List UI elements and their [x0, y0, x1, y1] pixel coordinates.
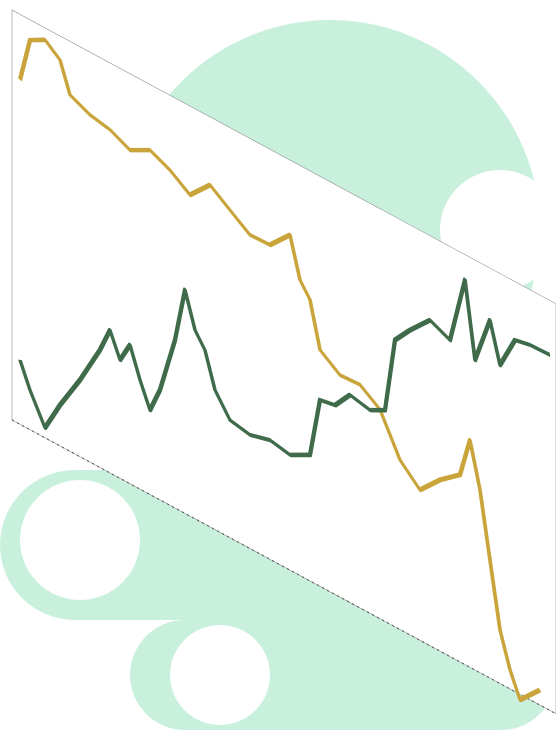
plot: [11, 9, 556, 715]
bottom-edge: [12, 419, 556, 715]
decor-circle: [20, 480, 140, 600]
line-series: [18, 277, 551, 458]
decor-circle: [170, 625, 270, 725]
line-series: [18, 37, 542, 703]
